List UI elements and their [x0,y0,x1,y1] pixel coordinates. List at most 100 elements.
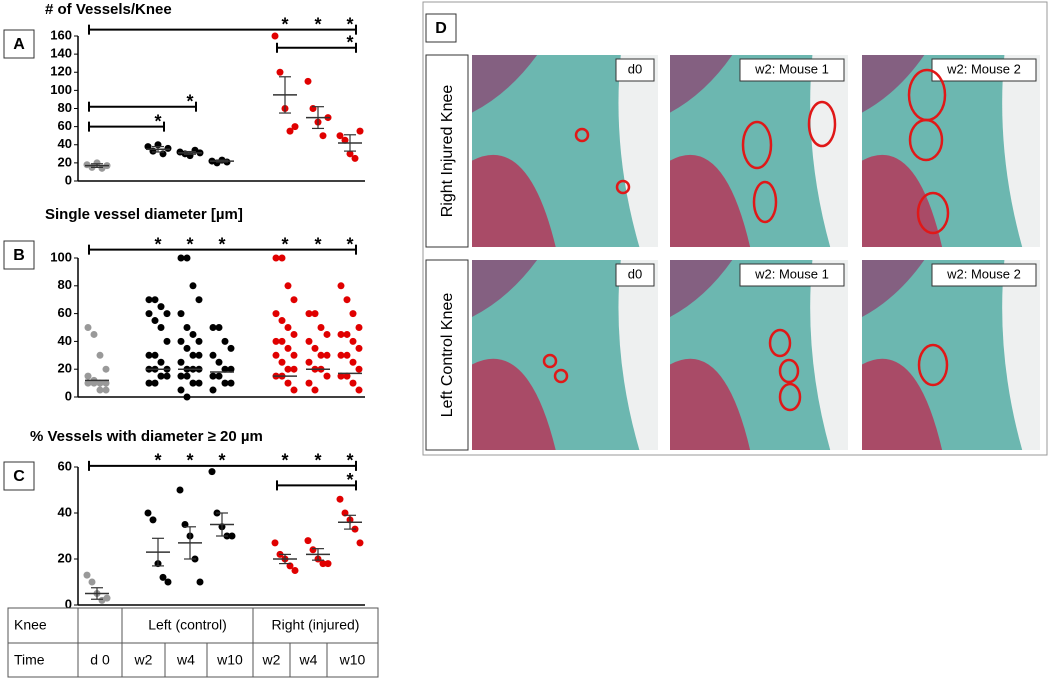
tile-label: d0 [628,266,642,281]
data-point [189,379,197,387]
data-point [290,386,298,394]
data-point [272,310,280,318]
data-point [209,324,217,331]
tile-label: w2: Mouse 1 [754,266,829,281]
data-point [151,296,159,304]
row-label-box [425,259,469,451]
y-tick-label: 80 [58,100,72,115]
data-point [96,379,104,387]
data-point [221,365,229,373]
data-point [276,68,284,76]
significance-star: * [346,470,353,490]
data-point [227,379,235,387]
data-point [278,337,286,345]
data-point [215,358,223,366]
table: Knee Left (control) Right (injured) Time d 0… [7,607,379,678]
tissue [1002,260,1040,450]
data-point [183,324,191,331]
data-point [151,351,159,359]
data-point [159,573,167,581]
data-point [90,330,98,338]
y-tick-label: 40 [58,136,72,151]
data-point [317,351,325,359]
significance-star: * [314,234,321,254]
data-point [305,358,313,366]
data-point [324,560,332,568]
data-point [291,123,299,131]
table-cell: w2 [262,652,281,668]
table-cell: Right (injured) [272,617,360,633]
data-point [183,344,191,352]
vessel-marker [574,127,590,143]
data-point [84,379,92,387]
data-point [309,105,317,112]
vessel-marker [908,118,944,162]
data-point [271,539,279,547]
data-point [343,372,351,380]
vessel-marker [916,191,950,235]
data-point [157,358,165,366]
tissue [810,260,848,450]
data-point [336,495,344,503]
data-point [144,509,152,517]
significance-star: * [186,91,193,111]
data-point [355,365,363,373]
panel-label-box [3,461,35,491]
panel-label-box [3,29,35,59]
row-label: Left Control Knee [439,293,456,418]
table-cell: w2 [134,652,153,668]
data-point [177,358,185,366]
tissue [670,358,751,450]
table-cell: w4 [299,652,318,668]
y-tick-label: 0 [65,596,72,611]
data-point [196,578,204,586]
y-tick-label: 160 [50,27,72,42]
data-point [311,386,319,394]
table-cell: w10 [216,652,243,668]
y-tick-label: 60 [58,305,72,320]
vessel-marker [778,358,800,384]
data-point [290,365,298,373]
data-point [151,379,159,387]
tissue [1002,55,1040,247]
chart-title: # of Vessels/Knee [45,1,172,18]
significance-star: * [154,451,161,471]
row-label-box [425,54,469,248]
data-point [271,32,279,40]
y-tick-label: 60 [58,458,72,473]
significance-star: * [314,451,321,471]
tile-label: w2: Mouse 2 [946,61,1021,76]
data-point [209,351,217,359]
significance-star: * [218,234,225,254]
data-point [349,337,357,345]
data-point [88,578,96,586]
data-point [351,154,359,162]
significance-star: * [154,234,161,254]
data-point [157,324,165,331]
data-point [90,379,98,387]
data-point [286,127,294,135]
data-point [355,344,363,352]
data-point [284,365,292,373]
tissue [618,260,658,450]
y-tick-label: 100 [50,82,72,97]
table-cell: w4 [176,652,195,668]
data-point [290,296,298,304]
data-point [349,358,357,366]
significance-star: * [281,451,288,471]
data-point [349,379,357,387]
data-point [157,303,165,311]
data-point [221,379,229,387]
data-point [356,127,364,135]
data-point [209,372,217,380]
significance-star: * [346,33,353,53]
data-point [215,372,223,380]
data-point [176,486,184,494]
tissue [472,154,556,247]
table-cell: Knee [14,617,47,633]
data-point [164,144,172,152]
data-point [284,344,292,352]
significance-star: * [218,451,225,471]
data-point [151,317,159,325]
